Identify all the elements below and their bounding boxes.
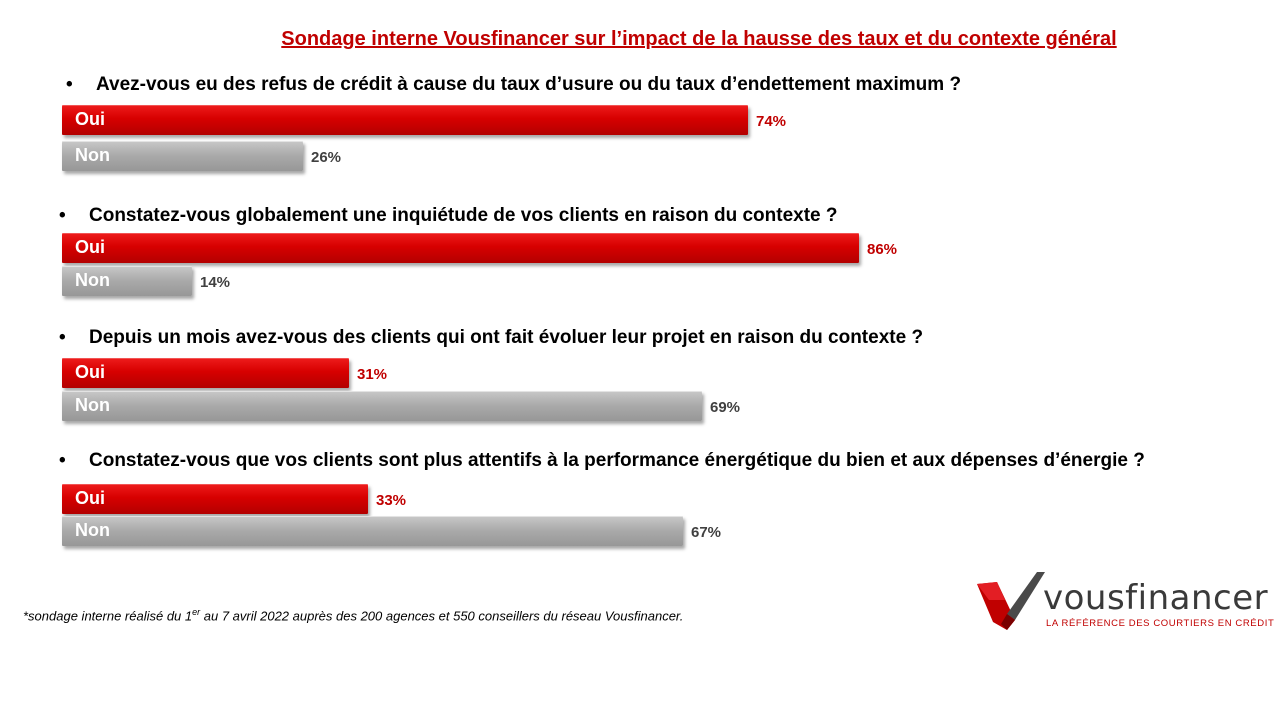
bar-oui-q1: Oui: [62, 105, 748, 135]
question-text: Constatez-vous globalement une inquiétud…: [89, 205, 838, 226]
bar-label-oui: Oui: [75, 237, 105, 257]
v-logo-icon: [977, 572, 1045, 630]
value-label-non-q1: 26%: [311, 149, 342, 166]
bullet: •: [59, 450, 66, 471]
bar-oui-q3: Oui: [62, 358, 349, 388]
question-text: Constatez-vous que vos clients sont plus…: [89, 450, 1145, 471]
bullet: •: [59, 327, 66, 348]
bar-non-q3: Non: [62, 391, 702, 421]
bar-oui-q2: Oui: [62, 233, 859, 263]
question-1: • Avez-vous eu des refus de crédit à caus…: [66, 74, 961, 96]
footnote: *sondage interne réalisé du 1er au 7 avr…: [23, 607, 683, 623]
value-label-oui-q4: 33%: [376, 492, 407, 509]
footnote-text: *sondage interne réalisé du 1: [23, 608, 193, 624]
bar-non-q2: Non: [62, 266, 192, 296]
value-label-non-q3: 69%: [710, 399, 741, 416]
bullet: •: [66, 74, 73, 95]
bar-non-q4: Non: [62, 516, 683, 546]
bar-label-non: Non: [75, 395, 110, 415]
question-3: • Depuis un mois avez-vous des clients qu…: [59, 327, 923, 349]
question-text: Depuis un mois avez-vous des clients qui…: [89, 327, 924, 348]
bar-label-oui: Oui: [75, 488, 105, 508]
value-label-oui-q1: 74%: [756, 113, 787, 130]
question-2: • Constatez-vous globalement une inquiétu…: [59, 205, 838, 227]
bar-non-q1: Non: [62, 141, 303, 171]
logo-wordmark: vousfinancer: [1043, 578, 1269, 618]
bar-oui-q4: Oui: [62, 484, 368, 514]
bar-label-non: Non: [75, 145, 110, 165]
footnote-superscript: er: [192, 607, 201, 617]
bar-label-non: Non: [75, 520, 110, 540]
value-label-oui-q3: 31%: [357, 366, 388, 383]
vousfinancer-logo: vousfinancer LA RÉFÉRENCE DES COURTIERS …: [975, 570, 1274, 635]
logo-tagline: LA RÉFÉRENCE DES COURTIERS EN CRÉDIT: [1046, 618, 1275, 629]
page-title: Sondage interne Vousfinancer sur l’impac…: [281, 28, 1117, 50]
bullet: •: [59, 205, 66, 226]
question-text: Avez-vous eu des refus de crédit à cause…: [96, 74, 962, 95]
bar-label-oui: Oui: [75, 109, 105, 129]
footnote-text-end: au 7 avril 2022 auprès des 200 agences e…: [200, 608, 684, 624]
value-label-non-q2: 14%: [200, 274, 231, 291]
value-label-non-q4: 67%: [691, 524, 722, 541]
question-4: • Constatez-vous que vos clients sont plu…: [59, 450, 1145, 472]
bar-label-oui: Oui: [75, 362, 105, 382]
value-label-oui-q2: 86%: [867, 241, 898, 258]
bar-label-non: Non: [75, 270, 110, 290]
